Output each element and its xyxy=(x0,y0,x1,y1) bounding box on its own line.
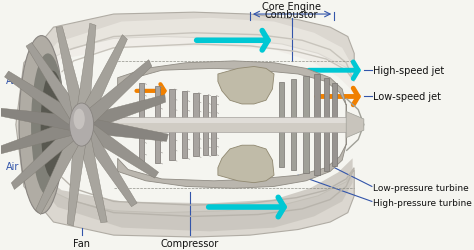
Polygon shape xyxy=(92,120,168,142)
Bar xyxy=(138,84,144,166)
Ellipse shape xyxy=(73,109,85,130)
Bar xyxy=(193,93,199,157)
Bar xyxy=(65,118,354,123)
Bar xyxy=(279,83,284,167)
Polygon shape xyxy=(18,125,353,232)
Polygon shape xyxy=(218,67,274,104)
Ellipse shape xyxy=(31,54,65,196)
Polygon shape xyxy=(78,136,107,223)
Text: Compressor: Compressor xyxy=(161,238,219,248)
Bar xyxy=(203,95,208,156)
Text: Combustor: Combustor xyxy=(265,10,319,20)
Polygon shape xyxy=(67,137,86,226)
Polygon shape xyxy=(16,13,354,237)
Bar xyxy=(332,84,337,166)
Polygon shape xyxy=(91,95,165,129)
Bar xyxy=(291,79,296,171)
Text: Air: Air xyxy=(6,161,19,171)
Text: High-pressure turbine: High-pressure turbine xyxy=(374,198,473,207)
Text: Air: Air xyxy=(6,75,19,85)
Polygon shape xyxy=(77,24,96,113)
Text: Low-speed jet: Low-speed jet xyxy=(374,92,441,102)
Polygon shape xyxy=(36,133,82,215)
Polygon shape xyxy=(88,125,159,178)
Bar xyxy=(210,96,216,155)
Bar xyxy=(65,118,354,132)
Bar xyxy=(303,76,309,174)
Polygon shape xyxy=(56,27,85,115)
Ellipse shape xyxy=(70,104,93,146)
Text: Core Engine: Core Engine xyxy=(262,2,321,12)
Text: High-speed jet: High-speed jet xyxy=(374,66,445,76)
Polygon shape xyxy=(83,131,137,207)
Polygon shape xyxy=(18,19,353,125)
Polygon shape xyxy=(5,72,75,125)
Ellipse shape xyxy=(19,36,64,214)
Bar xyxy=(324,78,329,172)
Polygon shape xyxy=(346,112,364,138)
Polygon shape xyxy=(82,36,128,117)
Bar xyxy=(182,92,187,159)
Text: Low-pressure turbine: Low-pressure turbine xyxy=(374,183,469,192)
Polygon shape xyxy=(87,60,152,123)
Bar xyxy=(169,90,174,160)
Ellipse shape xyxy=(41,72,65,179)
Text: Fan: Fan xyxy=(73,238,90,248)
Bar xyxy=(155,87,160,163)
Bar xyxy=(314,75,320,176)
Polygon shape xyxy=(26,43,80,119)
Polygon shape xyxy=(218,146,274,183)
Polygon shape xyxy=(0,108,71,131)
Polygon shape xyxy=(0,121,73,155)
Polygon shape xyxy=(11,127,77,190)
Polygon shape xyxy=(118,62,346,188)
